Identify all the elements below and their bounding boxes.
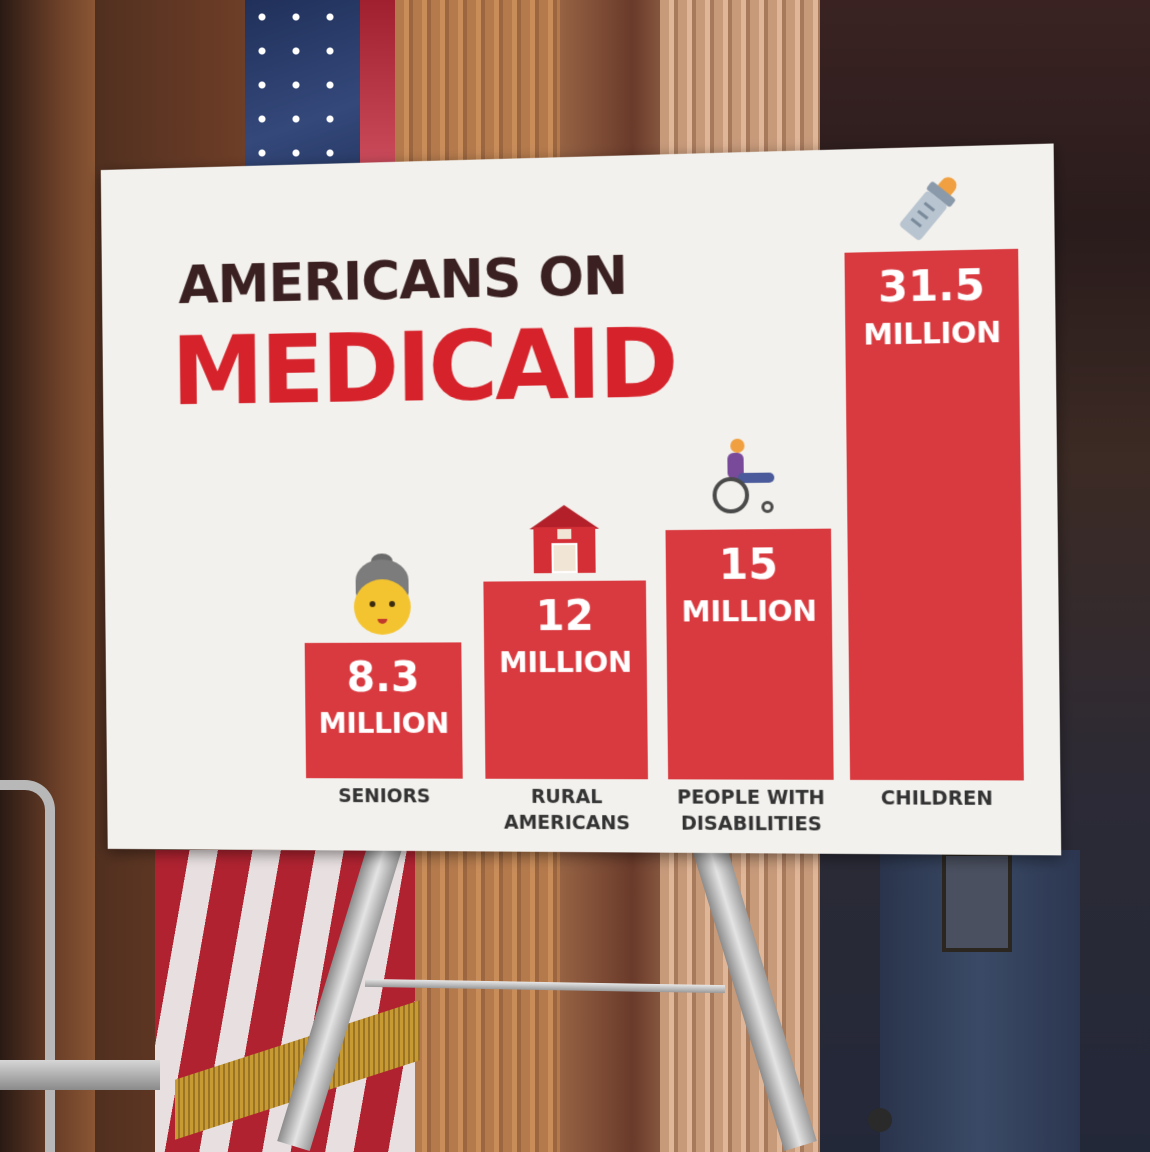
chair-seat (0, 1060, 160, 1090)
chair-frame (0, 780, 55, 1152)
bar-seniors: 8.3 MILLION (305, 642, 463, 778)
bar-value-label: 12 (484, 593, 647, 640)
bar-value-label: 15 (666, 541, 832, 589)
bar-people-with-disabilities: 15 MILLION (665, 529, 833, 780)
bar-children: 31.5 MILLION (844, 249, 1023, 781)
bar-unit-label: MILLION (484, 645, 647, 679)
senior-woman-icon (349, 553, 414, 635)
bar-rural-americans: 12 MILLION (483, 580, 648, 779)
framed-picture (942, 852, 1012, 952)
medicaid-poster: AMERICANS ON MEDICAID 8.3 MILLION 12 MILLIO… (101, 143, 1061, 855)
bar-value-label: 31.5 (845, 261, 1019, 312)
bar-unit-label: MILLION (845, 314, 1019, 352)
american-flag-stripe (360, 0, 395, 185)
category-label-rural-americans: RURAL AMERICANS (482, 785, 652, 837)
category-label-seniors: SENIORS (301, 784, 468, 810)
wheelchair-user-icon (711, 438, 783, 522)
door-knob (868, 1108, 892, 1132)
category-label-people-with-disabilities: PEOPLE WITH DISABILITIES (665, 785, 838, 838)
bar-unit-label: MILLION (305, 706, 462, 740)
bar-unit-label: MILLION (666, 594, 832, 629)
bar-value-label: 8.3 (305, 654, 462, 700)
barn-icon (529, 505, 599, 574)
category-label-children: CHILDREN (849, 786, 1025, 813)
